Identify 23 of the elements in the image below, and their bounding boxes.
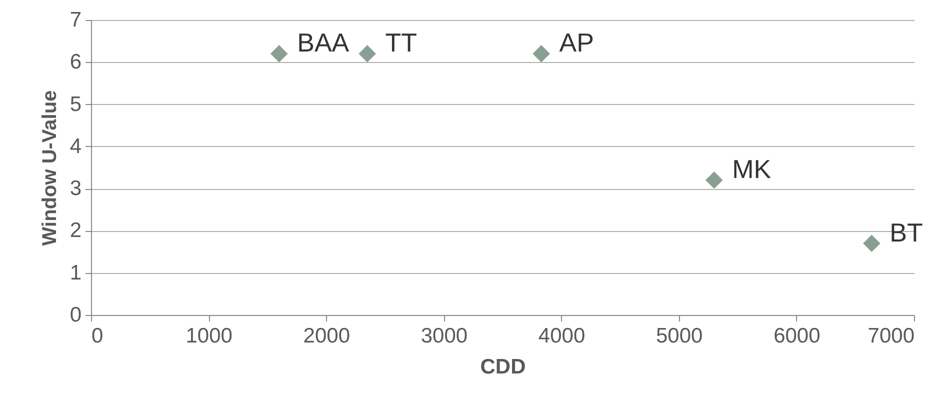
y-tick-label: 5 [70, 92, 82, 116]
annotation: TT [385, 28, 418, 58]
x-tick-label: 1000 [186, 324, 232, 348]
x-tick-label: 2000 [303, 324, 350, 348]
y-tick-label: 6 [70, 50, 82, 74]
x-tick-label: 6000 [774, 324, 820, 348]
x-tick-label: 4000 [538, 324, 586, 348]
x-tick-label: 5000 [656, 324, 703, 348]
y-tick-label: 0 [70, 304, 82, 326]
y-tick-label: 4 [70, 134, 82, 158]
x-tick-label: 7000 [868, 324, 914, 348]
y-tick-label: 3 [70, 177, 82, 200]
y-tick-label: 2 [70, 219, 82, 242]
x-tick-label: 3000 [420, 324, 468, 348]
y-axis-title: Window U-Value [38, 90, 61, 246]
x-tick-label: 0 [92, 324, 104, 348]
x-axis-title: CDD [480, 356, 526, 378]
y-tick-label: 1 [70, 261, 82, 284]
y-tick-label: 7 [70, 8, 82, 32]
annotation: BAA [297, 28, 350, 58]
annotation: MK [732, 154, 772, 184]
annotation: AP [559, 28, 594, 58]
annotation: BT [890, 217, 924, 248]
